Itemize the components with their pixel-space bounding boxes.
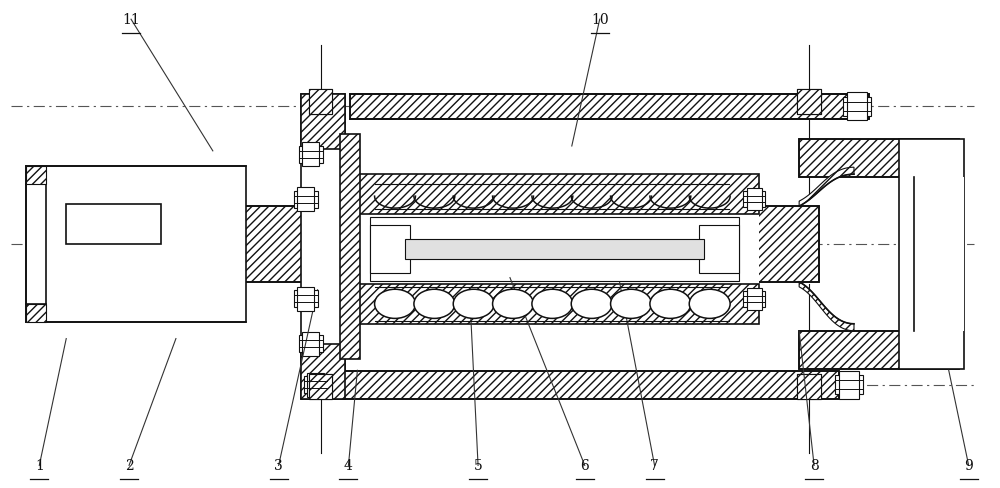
Ellipse shape	[532, 290, 573, 319]
Bar	[301, 95, 345, 150]
Bar	[914, 178, 964, 331]
Bar	[847, 93, 867, 121]
Bar	[294, 291, 318, 307]
Bar	[370, 218, 739, 281]
Bar	[405, 240, 704, 260]
Bar	[304, 376, 327, 393]
Text: 1: 1	[35, 458, 44, 472]
Bar	[297, 188, 314, 212]
Bar	[311, 371, 839, 399]
Bar	[309, 374, 332, 399]
Ellipse shape	[453, 290, 494, 319]
Bar	[799, 331, 959, 369]
Bar	[299, 336, 323, 352]
Bar	[797, 90, 821, 115]
Text: 5: 5	[474, 458, 482, 472]
Bar	[31, 207, 819, 283]
Ellipse shape	[414, 290, 455, 319]
Bar	[350, 95, 869, 120]
Ellipse shape	[611, 290, 651, 319]
Ellipse shape	[689, 290, 730, 319]
Ellipse shape	[571, 290, 612, 319]
Bar	[747, 189, 762, 211]
Bar	[797, 374, 821, 399]
Bar	[309, 374, 332, 399]
Bar	[66, 204, 161, 244]
Bar	[302, 332, 319, 356]
Text: 4: 4	[344, 458, 353, 472]
Bar	[301, 344, 345, 399]
Bar	[799, 140, 959, 178]
Bar	[309, 90, 332, 115]
Polygon shape	[799, 168, 854, 207]
Bar	[297, 287, 314, 311]
Text: 6: 6	[580, 458, 589, 472]
Ellipse shape	[493, 290, 533, 319]
Ellipse shape	[375, 290, 415, 319]
Bar	[370, 225, 410, 273]
Bar	[26, 167, 246, 322]
Bar	[345, 285, 759, 324]
Bar	[799, 331, 959, 369]
Text: 8: 8	[810, 458, 818, 472]
Bar	[843, 98, 871, 117]
Bar	[299, 146, 323, 163]
Bar	[799, 140, 959, 178]
Bar	[311, 371, 839, 399]
Bar	[26, 304, 46, 322]
Bar	[350, 95, 869, 120]
Text: 3: 3	[274, 458, 283, 472]
Bar	[743, 192, 765, 207]
Bar	[743, 291, 765, 307]
Bar	[797, 90, 821, 115]
Bar	[345, 175, 759, 215]
Polygon shape	[799, 283, 854, 331]
Bar	[797, 374, 821, 399]
Bar	[340, 135, 360, 359]
Bar	[307, 373, 324, 397]
Bar	[835, 375, 863, 395]
Text: 10: 10	[591, 13, 609, 27]
Bar	[31, 207, 819, 283]
Bar	[899, 140, 964, 369]
Bar	[345, 215, 759, 285]
Bar	[301, 95, 345, 399]
Bar	[747, 288, 762, 310]
Bar	[699, 225, 739, 273]
Text: 11: 11	[122, 13, 140, 27]
Bar	[26, 167, 46, 185]
Ellipse shape	[650, 290, 691, 319]
Bar	[839, 371, 859, 399]
Text: 9: 9	[964, 458, 973, 472]
Text: 2: 2	[125, 458, 133, 472]
Bar	[302, 143, 319, 167]
Bar	[309, 90, 332, 115]
Bar	[294, 191, 318, 208]
Text: 7: 7	[650, 458, 659, 472]
